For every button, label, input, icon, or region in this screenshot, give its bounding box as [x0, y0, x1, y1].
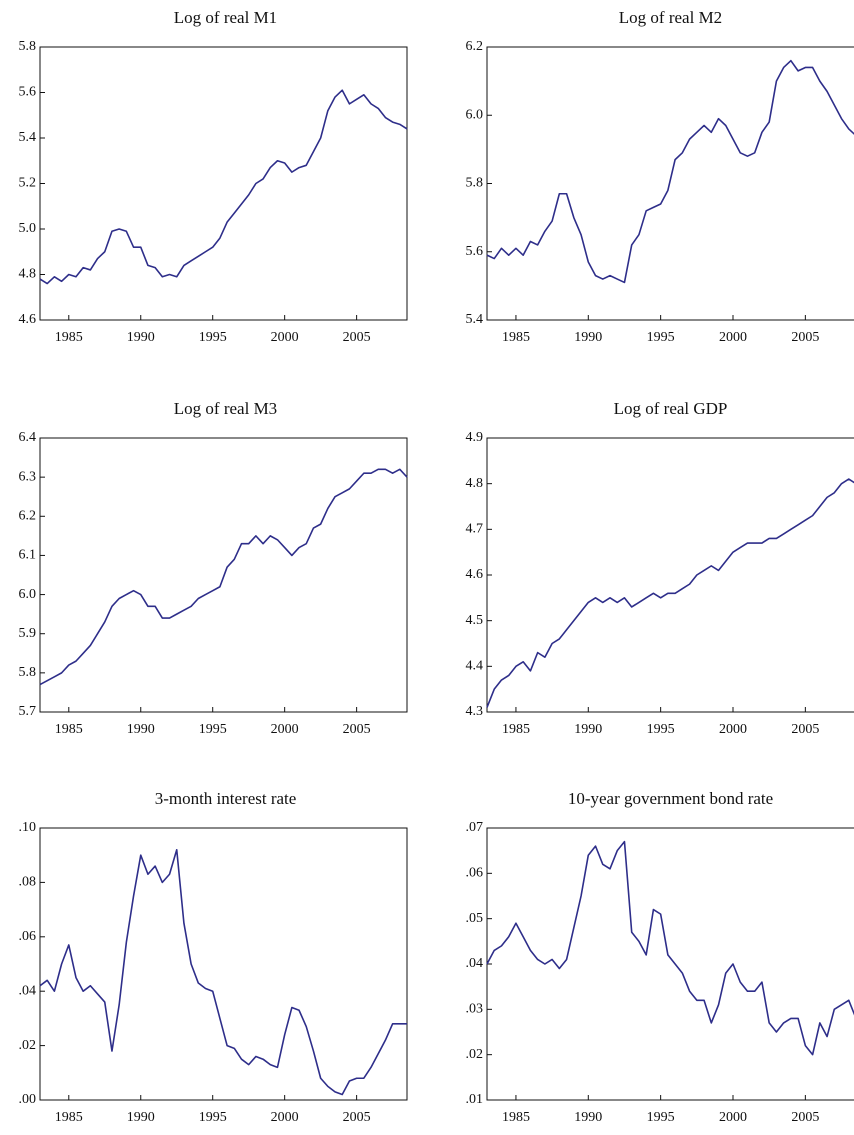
chart-title: Log of real M2 — [619, 8, 722, 27]
x-tick-label: 1995 — [199, 722, 227, 737]
x-tick-label: 1985 — [502, 1110, 530, 1125]
y-tick-label: 4.9 — [466, 430, 484, 445]
y-tick-label: 4.6 — [19, 312, 37, 327]
x-tick-label: 1995 — [199, 1110, 227, 1125]
x-tick-label: 2000 — [271, 722, 299, 737]
x-tick-label: 2005 — [791, 722, 819, 737]
y-tick-label: 4.8 — [19, 267, 37, 282]
y-tick-label: 6.2 — [466, 39, 484, 54]
x-tick-label: 2005 — [343, 722, 371, 737]
x-tick-label: 1990 — [127, 1110, 155, 1125]
x-tick-label: 2000 — [719, 722, 747, 737]
y-tick-label: .04 — [466, 956, 484, 971]
y-tick-label: .00 — [19, 1092, 37, 1107]
y-tick-label: 6.3 — [19, 469, 37, 484]
x-tick-label: 2005 — [343, 330, 371, 345]
data-line — [486, 478, 854, 708]
plot-frame — [39, 46, 408, 321]
y-tick-label: .06 — [19, 929, 37, 944]
x-tick-label: 1985 — [502, 330, 530, 345]
x-tick-label: 2000 — [719, 330, 747, 345]
data-line — [39, 89, 408, 285]
data-line — [39, 848, 407, 1096]
y-tick-label: .07 — [466, 820, 484, 835]
x-tick-label: 2000 — [271, 330, 299, 345]
x-tick-label: 1990 — [127, 330, 155, 345]
x-tick-label: 2000 — [271, 1110, 299, 1125]
x-tick-label: 1995 — [647, 722, 675, 737]
y-tick-label: .06 — [466, 866, 484, 881]
x-tick-label: 1985 — [55, 722, 83, 737]
x-tick-label: 1985 — [502, 722, 530, 737]
x-tick-label: 2000 — [719, 1110, 747, 1125]
y-tick-label: 5.4 — [19, 130, 37, 145]
y-tick-label: 4.4 — [466, 659, 484, 674]
y-tick-label: .02 — [466, 1047, 484, 1062]
y-tick-label: 4.7 — [466, 522, 484, 537]
x-tick-label: 1990 — [127, 722, 155, 737]
y-tick-label: .08 — [19, 875, 37, 890]
y-tick-label: 6.4 — [19, 430, 37, 445]
y-tick-label: .05 — [466, 911, 484, 926]
x-tick-label: 1995 — [199, 330, 227, 345]
x-tick-label: 1985 — [55, 330, 83, 345]
y-tick-label: .01 — [466, 1092, 484, 1107]
chart-title: 10-year government bond rate — [568, 789, 773, 808]
chart-title: Log of real M3 — [174, 399, 277, 418]
y-tick-label: 6.0 — [466, 107, 484, 122]
y-tick-label: 6.2 — [19, 509, 37, 524]
plot-frame — [39, 827, 408, 1101]
y-tick-label: 5.0 — [19, 221, 37, 236]
x-tick-label: 2005 — [791, 1110, 819, 1125]
data-line — [39, 468, 408, 686]
y-tick-label: 4.6 — [466, 567, 484, 582]
y-tick-label: .04 — [19, 983, 37, 998]
data-line — [486, 59, 854, 284]
chart-title: Log of real M1 — [174, 8, 277, 27]
x-tick-label: 1985 — [55, 1110, 83, 1125]
y-tick-label: 4.3 — [466, 704, 484, 719]
y-tick-label: 5.4 — [466, 312, 484, 327]
plot-frame — [486, 46, 854, 321]
y-tick-label: 5.6 — [19, 85, 37, 100]
y-tick-label: 4.8 — [466, 476, 484, 491]
data-line — [486, 840, 854, 1056]
y-tick-label: 6.1 — [19, 548, 37, 563]
y-tick-label: .03 — [466, 1002, 484, 1017]
y-tick-label: 6.0 — [19, 587, 37, 602]
x-tick-label: 1990 — [574, 1110, 602, 1125]
y-tick-label: 5.8 — [19, 665, 37, 680]
y-tick-label: 4.5 — [466, 613, 484, 628]
x-tick-label: 1995 — [647, 330, 675, 345]
plot-frame — [39, 437, 408, 713]
x-tick-label: 2005 — [791, 330, 819, 345]
y-tick-label: 5.8 — [466, 176, 484, 191]
y-tick-label: 5.6 — [466, 244, 484, 259]
y-tick-label: 5.2 — [19, 176, 37, 191]
y-tick-label: .10 — [19, 820, 37, 835]
chart-title: Log of real GDP — [614, 399, 728, 418]
plot-frame — [486, 437, 854, 713]
y-tick-label: 5.8 — [19, 39, 37, 54]
plot-frame — [486, 827, 854, 1101]
x-tick-label: 1990 — [574, 330, 602, 345]
y-tick-label: .02 — [19, 1038, 37, 1053]
y-tick-label: 5.7 — [19, 704, 37, 719]
x-tick-label: 1995 — [647, 1110, 675, 1125]
chart-title: 3-month interest rate — [155, 789, 297, 808]
x-tick-label: 2005 — [343, 1110, 371, 1125]
x-tick-label: 1990 — [574, 722, 602, 737]
y-tick-label: 5.9 — [19, 626, 37, 641]
